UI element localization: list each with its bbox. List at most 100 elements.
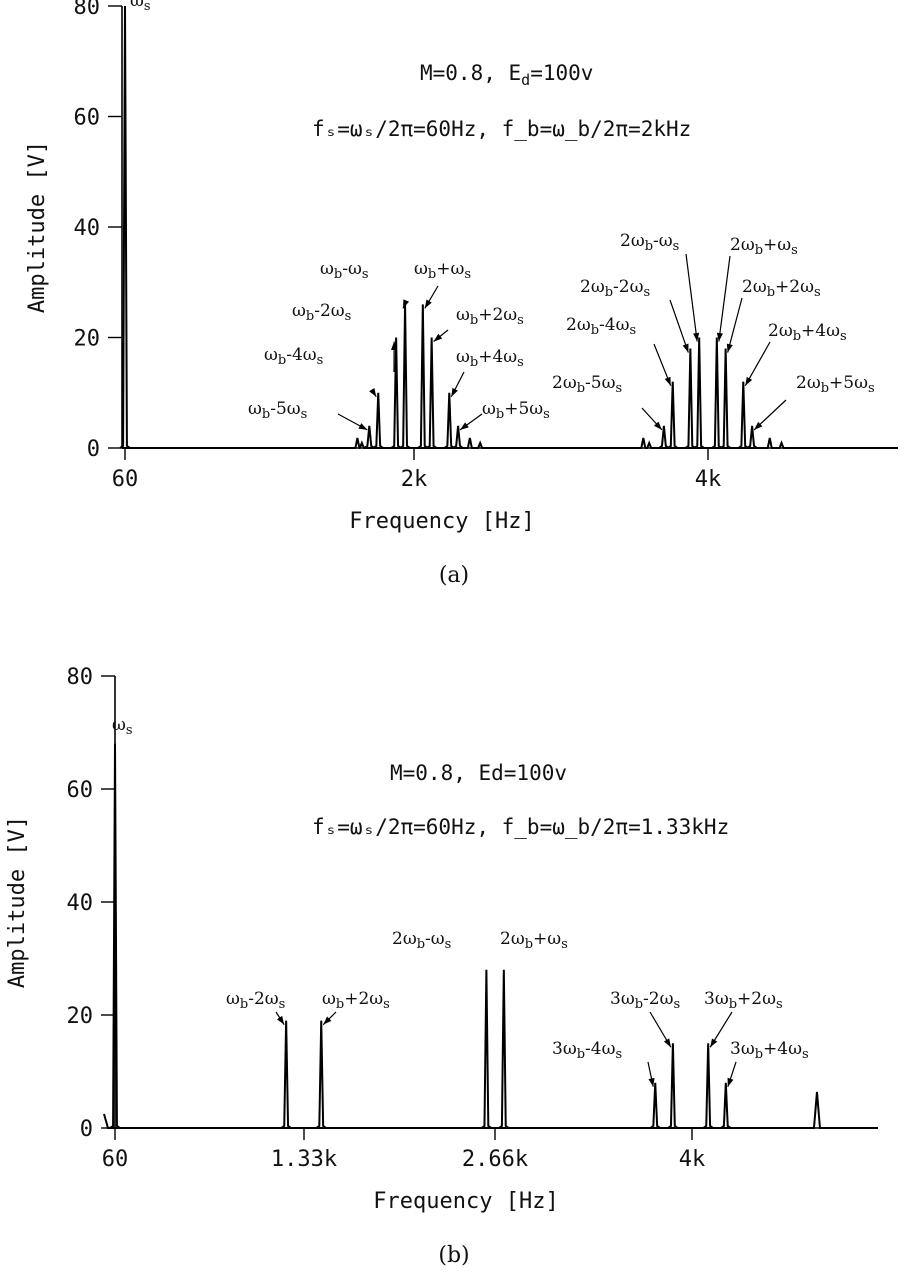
y-tick-label: 60 xyxy=(74,106,101,131)
peak-label-7: ωb​+4ωs​ xyxy=(456,347,524,370)
arrow-head xyxy=(276,1015,285,1025)
arrow-head xyxy=(648,1077,655,1087)
peak-label-0: ωs​ xyxy=(130,0,151,14)
peak-8 xyxy=(452,425,464,449)
label-arrow xyxy=(685,253,698,342)
arrow-head xyxy=(358,423,368,430)
y-axis-title: Amplitude [V] xyxy=(25,141,50,313)
panel-b: 0 20 40 60 80 60 1.33k 2.66k 4k Frequency [Hz] Amp… xyxy=(5,665,878,1268)
arrow-head xyxy=(433,333,443,342)
peak-13 xyxy=(711,337,723,449)
label-arrow xyxy=(727,297,743,353)
y-tick-label: 0 xyxy=(87,437,100,462)
peak-label-9: 2ωb​-5ωs​ xyxy=(552,373,622,396)
panel-caption: (b) xyxy=(438,1243,469,1268)
arrow-head xyxy=(682,343,689,353)
peak-label-4: 2ωb​+ωs​ xyxy=(500,929,568,952)
annotation-frequencies: fₛ=ωₛ/2π=60Hz, f_b=ω_b/2π=2kHz xyxy=(312,117,691,141)
x-tick-label: 1.33k xyxy=(271,1147,337,1172)
peak-label-1: ωb​-2ωs​ xyxy=(226,989,285,1012)
peak-label-2: ωb​-4ωs​ xyxy=(264,345,323,368)
peak-1 xyxy=(363,425,375,449)
peak-label-2: ωb​+2ωs​ xyxy=(322,989,390,1012)
peak-2 xyxy=(372,392,384,449)
arrow-head xyxy=(754,421,763,430)
label-arrow xyxy=(669,299,689,353)
arrow-head xyxy=(460,422,469,430)
peak-label-16: 2ωb​+5ωs​ xyxy=(796,373,875,396)
peak-15 xyxy=(737,381,749,449)
peak-16 xyxy=(746,425,758,449)
peak-10 xyxy=(667,381,679,449)
peak-3 xyxy=(481,969,492,1129)
peak-label-3: 2ωb​-ωs​ xyxy=(392,929,451,952)
y-axis-title: Amplitude [V] xyxy=(5,816,30,988)
peak-label-12: 2ωb​-ωs​ xyxy=(620,231,679,254)
peak-label-4: ωb​-ωs​ xyxy=(320,259,369,282)
arrow-head xyxy=(451,387,458,397)
x-tick-label: 4k xyxy=(679,1147,706,1172)
annotation-parameters: M=0.8, Ed=100v xyxy=(390,761,567,785)
arrow-head xyxy=(391,341,398,350)
arrow-head xyxy=(693,332,700,342)
panel-a: 0 20 40 60 80 60 2k 4k Frequency [Hz] Amplitude [… xyxy=(25,0,898,588)
peak-4 xyxy=(498,969,510,1129)
annotation-parameters: M=0.8, Ed=100v xyxy=(420,61,593,89)
peak-label-8: 3ωb​+4ωs​ xyxy=(730,1039,809,1062)
peak-3 xyxy=(390,337,402,449)
peak-label-6: ωb​+2ωs​ xyxy=(456,305,524,328)
peak-label-3: ωb​-2ωs​ xyxy=(292,301,351,324)
peak-7 xyxy=(702,1043,714,1129)
y-tick-label: 20 xyxy=(67,1004,94,1029)
y-tick-label: 80 xyxy=(67,665,94,690)
x-tick-label: 2.66k xyxy=(462,1147,528,1172)
y-tick-label: 40 xyxy=(74,216,101,241)
arrow-head xyxy=(424,299,432,309)
arrow-head xyxy=(663,1038,671,1048)
peak-label-14: 2ωb​+2ωs​ xyxy=(742,277,821,300)
peak-label-11: 2ωb​-2ωs​ xyxy=(580,277,650,300)
y-tick-label: 20 xyxy=(74,327,101,352)
peak-label-13: 2ωb​+ωs​ xyxy=(730,235,798,258)
arrow-head xyxy=(369,387,377,397)
arrow-head xyxy=(664,376,671,386)
y-tick-label: 80 xyxy=(74,0,101,20)
x-tick-label: 4k xyxy=(695,467,722,492)
x-tick-label: 60 xyxy=(102,1147,129,1172)
peak-0 xyxy=(119,5,131,449)
peak-9 xyxy=(658,425,670,449)
peak-label-1: ωb​-5ωs​ xyxy=(248,399,307,422)
peak-label-15: 2ωb​+4ωs​ xyxy=(768,321,847,344)
peak-label-0: ωs​ xyxy=(112,715,133,738)
x-axis-title: Frequency [Hz] xyxy=(349,509,534,534)
panel-caption: (a) xyxy=(439,563,469,588)
x-tick-label: 2k xyxy=(401,467,428,492)
peak-label-6: 3ωb​-2ωs​ xyxy=(610,989,680,1012)
peak-6 xyxy=(426,337,438,449)
y-tick-label: 60 xyxy=(67,778,94,803)
arrow-head xyxy=(727,1077,734,1087)
peak-5 xyxy=(417,304,429,449)
noise-floor xyxy=(122,437,898,449)
peak-5 xyxy=(649,1082,661,1129)
x-tick-label: 60 xyxy=(112,467,139,492)
arrow-head xyxy=(323,1016,332,1025)
peak-4 xyxy=(399,304,411,449)
arrow-head xyxy=(710,1038,718,1048)
y-tick-label: 40 xyxy=(67,891,94,916)
peak-8 xyxy=(720,1082,732,1129)
peak-11 xyxy=(684,348,696,449)
x-axis-title: Frequency [Hz] xyxy=(373,1189,558,1214)
noise-floor xyxy=(103,1091,878,1129)
peak-label-8: ωb​+5ωs​ xyxy=(482,399,550,422)
peak-1 xyxy=(280,1020,292,1129)
arrow-head xyxy=(653,421,662,430)
peak-7 xyxy=(443,392,455,449)
annotation-frequencies: fₛ=ωₛ/2π=60Hz, f_b=ω_b/2π=1.33kHz xyxy=(312,815,729,839)
peak-12 xyxy=(693,337,705,449)
arrow-head xyxy=(716,332,723,342)
peak-label-5: 3ωb​-4ωs​ xyxy=(552,1039,622,1062)
peak-6 xyxy=(667,1043,679,1129)
arrow-head xyxy=(745,376,753,386)
